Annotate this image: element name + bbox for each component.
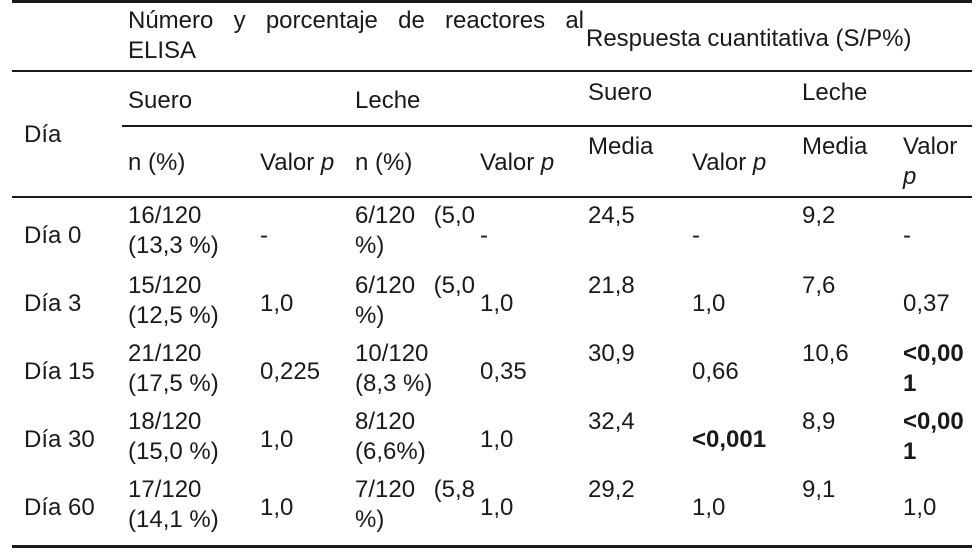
row-2-suero-n: 21/120 (17,5 %): [128, 340, 219, 397]
row-1-suero-media: 21,8: [588, 272, 635, 299]
row-0-leche-n: 6/120 (5,0 %): [355, 202, 475, 259]
row-2-leche-p: 0,35: [480, 358, 527, 385]
header-bottom-rule: [12, 196, 972, 198]
row-4-suero-media: 29,2: [588, 476, 635, 503]
header-valor-p-suero: Valor p: [260, 149, 335, 176]
row-2-suero-media: 30,9: [588, 340, 635, 367]
row-0-leche-p: -: [480, 222, 488, 249]
row-0-suero-n: 16/120 (13,3 %): [128, 202, 219, 259]
row-3-suero-valor-p: <0,001: [692, 426, 767, 453]
header-valor-p-resp-leche: Valor p: [903, 133, 958, 190]
row-0-leche-valor-p: -: [903, 222, 911, 249]
header-n-pct-suero: n (%): [128, 149, 186, 176]
row-1-leche-valor-p: 0,37: [903, 290, 950, 317]
row-4-suero-valor-p: 1,0: [692, 494, 726, 521]
header-media-suero: Media: [588, 133, 654, 160]
row-4-suero-n: 17/120 (14,1 %): [128, 476, 219, 533]
row-4-leche-valor-p: 1,0: [903, 494, 937, 521]
row-1-suero-p: 1,0: [260, 290, 294, 317]
row-2-leche-n: 10/120 (8,3 %): [355, 340, 433, 397]
header-dia: Día: [24, 121, 62, 148]
row-2-leche-media: 10,6: [802, 340, 849, 367]
row-3-dia: Día 30: [24, 426, 95, 453]
table-top-rule: [12, 0, 972, 3]
header-media-leche: Media: [802, 133, 868, 160]
header-rule-1: [12, 70, 972, 72]
row-1-leche-p: 1,0: [480, 290, 514, 317]
header-suero-2: Suero: [588, 79, 653, 106]
row-0-leche-media: 9,2: [802, 202, 836, 229]
row-2-suero-valor-p: 0,66: [692, 358, 739, 385]
header-rule-2: [122, 125, 972, 127]
row-3-leche-media: 8,9: [802, 408, 836, 435]
header-group-respuesta: Respuesta cuantitativa (S/P%): [586, 25, 912, 52]
row-1-suero-n: 15/120 (12,5 %): [128, 272, 219, 329]
header-valor-p-leche: Valor p: [480, 149, 555, 176]
row-4-suero-p: 1,0: [260, 494, 294, 521]
row-2-leche-valor-p: <0,001: [903, 340, 964, 397]
row-3-leche-p: 1,0: [480, 426, 514, 453]
row-2-dia: Día 15: [24, 358, 95, 385]
row-1-suero-valor-p: 1,0: [692, 290, 726, 317]
row-1-dia: Día 3: [24, 290, 82, 317]
table-bottom-rule: [12, 545, 972, 548]
row-4-leche-p: 1,0: [480, 494, 514, 521]
row-0-suero-media: 24,5: [588, 202, 635, 229]
row-0-dia: Día 0: [24, 222, 82, 249]
row-3-suero-p: 1,0: [260, 426, 294, 453]
header-leche-2: Leche: [802, 79, 868, 106]
header-suero-1: Suero: [128, 87, 193, 114]
header-n-pct-leche: n (%): [355, 149, 413, 176]
row-0-suero-valor-p: -: [692, 222, 700, 249]
row-1-leche-media: 7,6: [802, 272, 836, 299]
row-4-leche-media: 9,1: [802, 476, 836, 503]
header-leche-1: Leche: [355, 87, 421, 114]
row-2-suero-p: 0,225: [260, 358, 321, 385]
header-group-reactores: Número y porcentaje de reactores al ELIS…: [128, 7, 584, 64]
row-3-suero-n: 18/120 (15,0 %): [128, 408, 219, 465]
row-4-dia: Día 60: [24, 494, 95, 521]
row-3-leche-n: 8/120 (6,6%): [355, 408, 426, 465]
row-0-suero-p: -: [260, 222, 268, 249]
row-3-leche-valor-p: <0,001: [903, 408, 964, 465]
header-valor-p-resp-suero: Valor p: [692, 149, 767, 176]
row-4-leche-n: 7/120 (5,8 %): [355, 476, 475, 533]
row-3-suero-media: 32,4: [588, 408, 635, 435]
row-1-leche-n: 6/120 (5,0 %): [355, 272, 475, 329]
